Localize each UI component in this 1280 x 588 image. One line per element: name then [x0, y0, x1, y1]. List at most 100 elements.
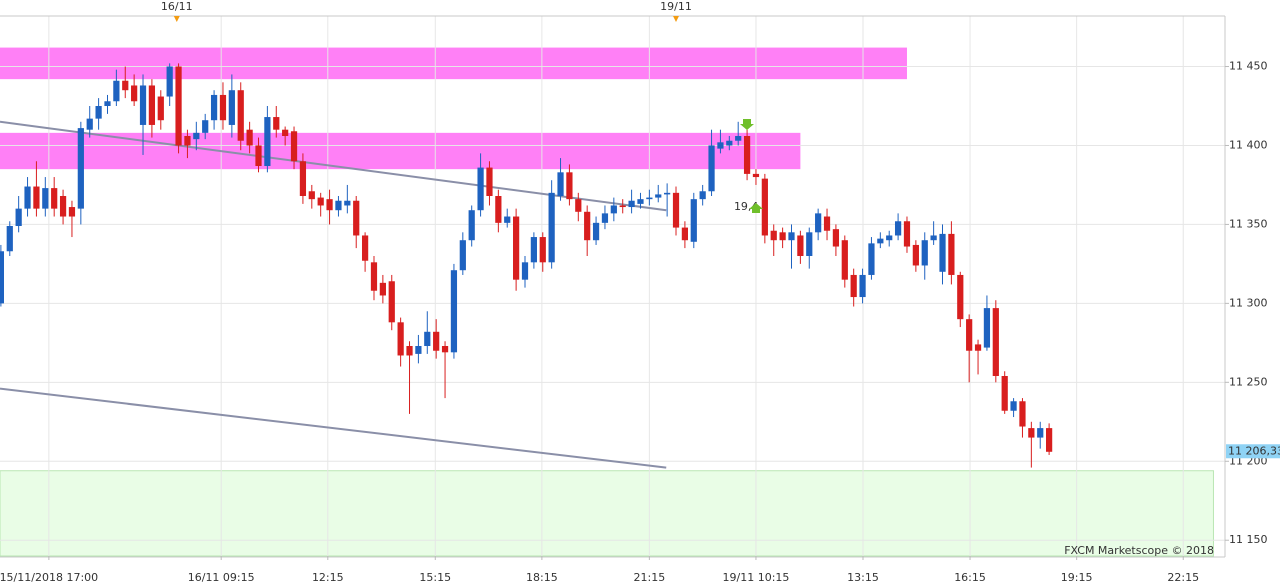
candle-body: [743, 136, 751, 174]
x-tick-label: 12:15: [312, 571, 344, 584]
date-marker: [173, 16, 180, 22]
candle-body: [894, 221, 902, 236]
candle-body: [441, 346, 449, 353]
candle-body: [459, 240, 466, 271]
y-tick-label: 11 450: [1229, 60, 1268, 73]
candle-body: [477, 167, 484, 211]
candle-body: [815, 213, 822, 233]
candle-body: [6, 226, 13, 252]
candle-body: [264, 117, 271, 166]
candle-body: [33, 186, 40, 209]
candle-body: [273, 117, 280, 130]
candle-body: [15, 208, 22, 226]
candle-body: [370, 262, 378, 291]
x-tick-label: 18:15: [526, 571, 558, 584]
candle-body: [521, 262, 529, 280]
candle-body: [282, 129, 289, 136]
candle-body: [708, 145, 715, 192]
candle-body: [353, 200, 360, 236]
candle-body: [575, 199, 582, 212]
candle-body: [424, 331, 431, 346]
date-marker: [673, 16, 680, 22]
candle-body: [788, 232, 795, 241]
candle-body: [957, 274, 964, 320]
candle-body: [317, 197, 324, 206]
candle-body: [290, 131, 298, 162]
candle-body: [1037, 428, 1044, 438]
x-tick-label: 15:15: [419, 571, 451, 584]
candle-body: [42, 188, 49, 209]
trend-line: [0, 120, 667, 212]
candle-body: [415, 346, 422, 354]
date-marker-label: 19/11: [660, 0, 692, 13]
candle-body: [983, 308, 991, 348]
candle-body: [450, 270, 458, 353]
candle-body: [930, 235, 937, 241]
x-tick-label: 16:15: [954, 571, 986, 584]
x-tick-label: 19/11 10:15: [723, 571, 790, 584]
candle-body: [868, 243, 875, 275]
candle-body: [495, 196, 502, 223]
candle-body: [24, 186, 31, 209]
candle-body: [806, 232, 813, 256]
candle-body: [299, 161, 307, 196]
zone: [0, 470, 1214, 557]
candle-body: [68, 207, 76, 217]
candle-body: [610, 205, 617, 214]
candle-body: [379, 282, 386, 296]
candle-body: [921, 240, 928, 266]
x-tick-label: 13:15: [847, 571, 879, 584]
candle-body: [717, 142, 724, 149]
trend-lines-layer: [0, 120, 667, 469]
candle-body: [1028, 428, 1035, 438]
candle-body: [886, 235, 893, 241]
candle-body: [823, 216, 831, 231]
candle-body: [770, 230, 777, 241]
candle-body: [850, 274, 857, 298]
candle-body: [308, 191, 315, 200]
candle-body: [974, 344, 982, 351]
candle-body: [584, 211, 591, 241]
candle-body: [202, 120, 209, 133]
date-marker-label: 16/11: [161, 0, 193, 13]
candle-body: [672, 192, 680, 228]
candle-body: [832, 229, 840, 247]
candle-body: [726, 140, 733, 146]
grid-layer: [0, 16, 1225, 556]
candle-body: [530, 237, 537, 263]
candle-body: [513, 216, 520, 280]
zone: [0, 47, 907, 80]
candle-body: [139, 85, 147, 125]
candle-body: [557, 172, 564, 196]
sell-arrow-icon: [740, 119, 754, 130]
candles-layer: [0, 63, 1053, 468]
candle-body: [681, 227, 689, 241]
candle-body: [59, 196, 67, 217]
y-tick-label: 11 400: [1229, 138, 1268, 151]
candle-body: [228, 90, 235, 125]
candle-body: [0, 251, 4, 304]
candle-body: [752, 173, 760, 178]
candle-body: [566, 172, 573, 200]
candle-body: [166, 66, 173, 97]
candle-body: [646, 197, 653, 200]
candle-body: [335, 200, 342, 211]
candle-body: [779, 232, 786, 241]
candle-body: [664, 192, 671, 195]
candle-body: [637, 199, 644, 204]
candle-body: [601, 213, 609, 223]
candle-body: [246, 129, 253, 146]
candle-body: [992, 308, 999, 376]
candle-body: [104, 101, 111, 106]
candle-body: [344, 200, 351, 206]
candle-body: [86, 118, 93, 130]
candle-body: [1001, 376, 1008, 411]
credit: FXCM Marketscope © 2018: [1064, 544, 1214, 557]
candle-body: [237, 90, 244, 141]
y-tick-label: 11 350: [1229, 217, 1268, 230]
candle-body: [619, 205, 626, 208]
current-price-box: [1226, 444, 1280, 459]
candle-body: [406, 346, 413, 356]
candle-body: [690, 199, 697, 242]
candle-body: [148, 85, 156, 125]
